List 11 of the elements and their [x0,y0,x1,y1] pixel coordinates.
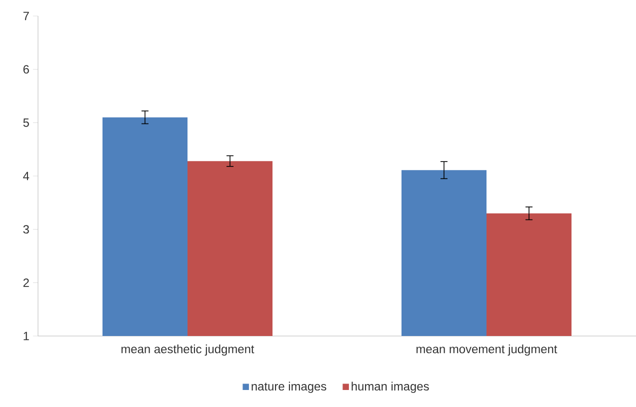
legend-label: human images [352,382,429,393]
legend-label: nature images [252,382,326,393]
y-tick-label: 5 [23,118,29,127]
y-tick-label: 4 [23,172,30,180]
y-tick-label: 2 [23,278,29,287]
x-tick-label: mean aesthetic judgment [122,344,254,356]
y-tick-label: 6 [23,65,29,74]
y-tick-label: 3 [23,225,29,234]
y-tick-label: 7 [23,12,29,20]
y-tick-label: 1 [24,332,29,340]
x-tick-label: mean movement judgment [416,344,558,356]
